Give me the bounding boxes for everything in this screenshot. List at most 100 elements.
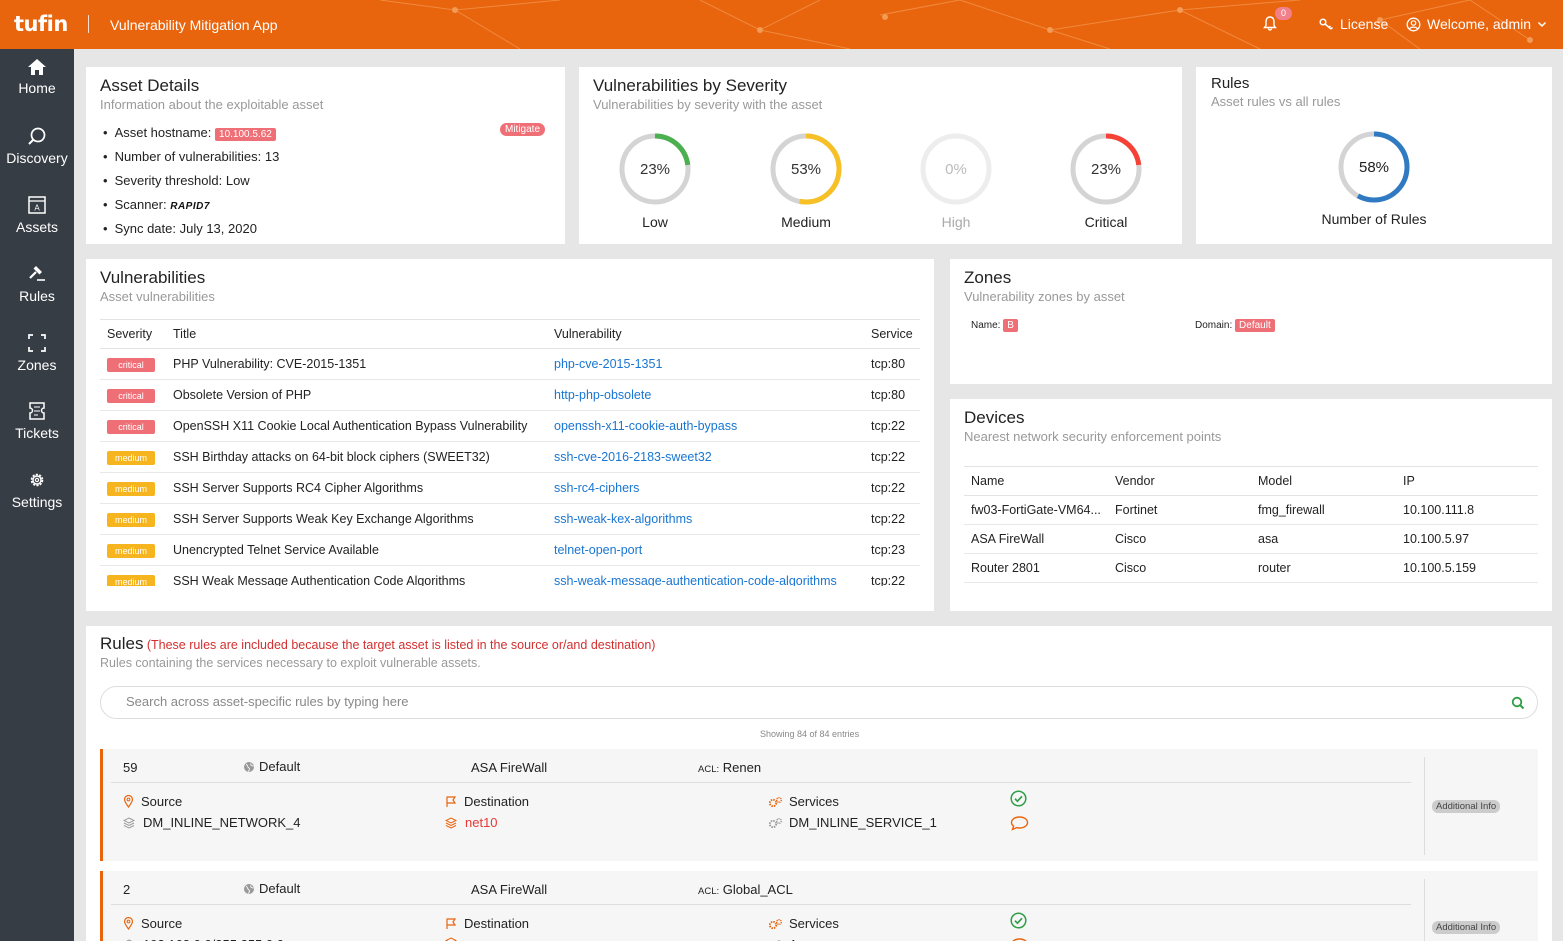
rule-comment[interactable] [1010,937,1029,941]
services-header: Services [768,916,839,931]
rule-comment[interactable] [1010,815,1029,834]
sidebar-item-settings[interactable]: Settings [0,470,74,510]
acl-prefix: ACL: [698,886,720,897]
table-row: medium SSH Server Supports Weak Key Excha… [100,503,920,535]
source-object[interactable]: DM_INLINE_NETWORK_4 [143,815,301,830]
notification-count-badge: 0 [1275,7,1292,20]
scanner-logo: RAPID7 [170,201,210,212]
rule-item[interactable]: 59 Default ASA FireWall ACL: Renen Source Des… [100,749,1538,861]
scanner-label: Scanner: [114,197,167,212]
severity-label: Critical [1084,214,1128,230]
service-cell: tcp:22 [864,410,920,442]
table-row: critical OpenSSH X11 Cookie Local Authent… [100,410,920,442]
col-model[interactable]: Model [1251,466,1396,496]
col-vulnerability[interactable]: Vulnerability [547,319,864,349]
rule-item[interactable]: 2 Default ASA FireWall ACL: Global_ACL Sourc… [100,871,1538,941]
sidebar-item-assets[interactable]: A Assets [0,195,74,235]
vulnerability-cell: http-php-obsolete [547,379,864,411]
col-ip[interactable]: IP [1396,466,1538,496]
vulnerability-link[interactable]: telnet-open-port [554,543,643,557]
scanner-item: Scanner: RAPID7 [103,196,279,220]
table-row: fw03-FortiGate-VM64... Fortinet fmg_firewa… [964,495,1538,525]
gavel-icon [29,266,45,281]
severity-ring [920,133,992,205]
service-value: DM_INLINE_SERVICE_1 [768,815,937,830]
rules-search-input[interactable] [126,694,1426,709]
col-vendor[interactable]: Vendor [1108,466,1251,496]
vulnerability-link[interactable]: ssh-weak-message-authentication-code-alg… [554,574,837,586]
table-row: medium SSH Birthday attacks on 64-bit blo… [100,441,920,473]
additional-info-button[interactable]: Additional Info [1432,800,1501,813]
rule-id: 2 [123,882,131,897]
col-severity[interactable]: Severity [100,319,166,349]
comment-icon[interactable] [1010,815,1029,831]
asset-details-list: Asset hostname: 10.100.5.62 Number of vu… [103,124,280,244]
mitigate-button[interactable]: Mitigate [500,123,546,136]
services-header: Services [768,794,839,809]
flag-icon [446,918,457,929]
vulnerability-link[interactable]: http-php-obsolete [554,388,652,402]
severity-subtitle: Vulnerabilities by severity with the ass… [593,97,823,112]
title-cell: Obsolete Version of PHP [166,379,547,411]
severity-badge: critical [107,419,155,434]
destination-label: Destination [464,794,530,809]
search-icon[interactable] [1511,696,1525,710]
layers-icon [445,816,457,829]
table-row: ASA FireWall Cisco asa 10.100.5.97 [964,524,1538,554]
source-object[interactable]: 192.168.0.0/255.255.0.0 [143,937,284,941]
license-link[interactable]: License [1319,16,1388,32]
title-cell: SSH Weak Message Authentication Code Alg… [166,565,547,586]
service-object[interactable]: DM_INLINE_SERVICE_1 [789,815,937,830]
hostname-label: Asset hostname: [114,125,212,140]
zone-domain: Domain: Default [1195,319,1275,332]
vulnerability-link[interactable]: ssh-cve-2016-2183-sweet32 [554,450,712,464]
sidebar-item-rules[interactable]: Rules [0,264,74,304]
service-object[interactable]: Any [789,937,811,941]
vulnerability-cell: telnet-open-port [547,534,864,566]
col-title[interactable]: Title [166,319,547,349]
rule-status [1010,912,1027,932]
severity-cell: medium [100,441,166,473]
vulnerability-link[interactable]: ssh-rc4-ciphers [554,481,640,495]
sidebar-item-home[interactable]: Home [0,58,74,96]
comment-icon[interactable] [1010,937,1029,941]
vulnerability-cell: openssh-x11-cookie-auth-bypass [547,410,864,442]
service-cell: tcp:22 [864,441,920,473]
app-logo[interactable]: tufin [14,12,68,36]
rule-divider [111,782,1411,783]
rules-donut-label: Number of Rules [1321,211,1427,227]
rule-id: 59 [123,760,138,775]
ticket-icon [29,402,45,420]
sidebar-item-discovery[interactable]: Discovery [0,126,74,166]
acl-prefix: ACL: [698,764,720,775]
vulnerability-link[interactable]: openssh-x11-cookie-auth-bypass [554,419,738,433]
title-cell: SSH Server Supports RC4 Cipher Algorithm… [166,472,547,504]
acl-name: Global_ACL [722,882,793,897]
sync-item: Sync date: July 13, 2020 [103,220,279,244]
col-service[interactable]: Service [864,319,920,349]
additional-info-button[interactable]: Additional Info [1432,921,1501,934]
svg-text:A: A [34,204,40,213]
device-ip-cell: 10.100.5.97 [1396,524,1538,554]
notification-button[interactable] [1263,16,1277,31]
rules-donut-ring [1338,131,1410,203]
source-value: DM_INLINE_NETWORK_4 [123,815,300,830]
sidebar-item-tickets[interactable]: Tickets [0,401,74,441]
sidebar-item-label: Home [18,80,56,96]
vulnerability-link[interactable]: php-cve-2015-1351 [554,357,663,371]
vuln-count-item: Number of vulnerabilities: 13 [103,148,280,172]
services-label: Services [789,916,839,931]
severity-card [579,67,1182,244]
destination-object[interactable]: net10 [465,815,498,830]
col-name[interactable]: Name [964,466,1108,496]
vulnerabilities-table-wrap[interactable]: Severity Title Vulnerability Service cri… [100,319,920,586]
vulnerabilities-subtitle: Asset vulnerabilities [100,289,215,304]
vulnerability-link[interactable]: ssh-weak-kex-algorithms [554,512,693,526]
rule-acl: ACL: Renen [698,760,761,775]
sidebar: Home Discovery A Assets Rules Zones Tick… [0,49,74,941]
sidebar-item-zones[interactable]: Zones [0,333,74,373]
severity-cell: medium [100,503,166,535]
title-cell: Unencrypted Telnet Service Available [166,534,547,566]
user-menu[interactable]: Welcome, admin [1406,16,1547,32]
source-header: Source [123,794,182,809]
